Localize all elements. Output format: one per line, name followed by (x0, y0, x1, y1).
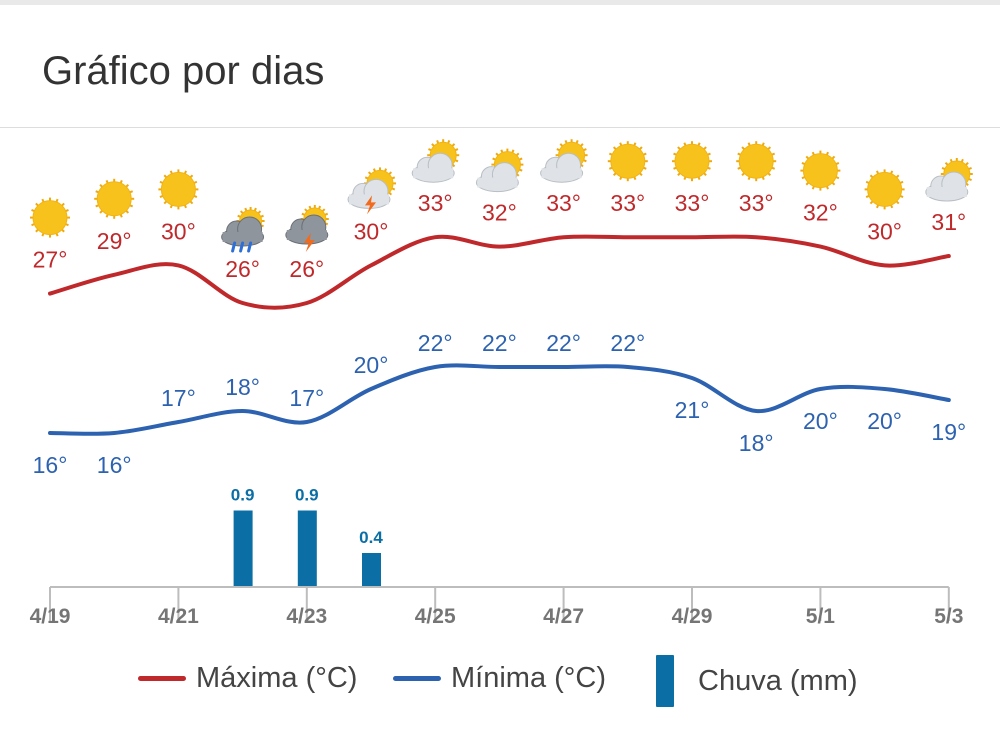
x-tick-label: 4/21 (158, 605, 199, 628)
legend-label-max: Máxima (°C) (196, 662, 358, 694)
min-temp-label: 22° (482, 330, 517, 356)
sun-icon (607, 141, 648, 182)
sun-icon (864, 169, 905, 210)
x-tick-label: 4/29 (672, 605, 713, 628)
sun-icon (30, 197, 70, 238)
legend: Máxima (°C) Mínima (°C) Chuva (mm) (0, 655, 1000, 715)
sun-icon (672, 141, 712, 182)
legend-swatch-min (393, 676, 441, 681)
sun-storm-icon (347, 167, 396, 215)
rain-drop (231, 241, 237, 253)
sun-disc (32, 200, 68, 236)
rain-bar (297, 510, 317, 587)
min-temp-label: 18° (225, 374, 260, 400)
cloud-fill (413, 168, 454, 179)
max-temp-label: 26° (225, 256, 260, 282)
x-tick-label: 5/1 (806, 605, 836, 628)
forecast-chart: 27° 29° 30° 26° 26° 30° 33° 32° 33° 33° 33° 33° 32° 3… (30, 139, 973, 628)
header-divider (0, 127, 1000, 128)
cloud-fill (477, 177, 518, 188)
min-temp-label: 17° (161, 385, 196, 411)
min-temp-label: 16° (97, 452, 132, 478)
max-temp-line (48, 234, 951, 310)
max-temp-label: 29° (97, 228, 132, 254)
lightning-bolt (303, 233, 315, 252)
sun-cloud-icon (475, 148, 524, 193)
sun-disc (160, 171, 196, 207)
sun-cloud-icon (540, 139, 588, 183)
max-temp-label: 33° (546, 190, 581, 216)
max-temp-label: 26° (289, 256, 324, 282)
cloud-fill (926, 187, 967, 197)
top-strip (0, 0, 1000, 5)
sun-cloud-icon (411, 139, 460, 183)
legend-swatch-max (138, 676, 186, 681)
min-temp-label: 22° (610, 330, 645, 356)
sun-disc (610, 143, 646, 179)
max-temp-label: 27° (33, 247, 68, 273)
cloud-fill (541, 168, 582, 179)
header: Gráfico por dias (0, 5, 1000, 127)
sun-disc (674, 143, 710, 179)
max-temp-label: 33° (739, 190, 774, 216)
legend-label-rain: Chuva (mm) (698, 664, 858, 697)
cloud-fill (349, 194, 389, 205)
sun-icon (800, 150, 841, 191)
min-temp-label: 17° (289, 385, 324, 411)
min-temp-label: 20° (354, 352, 389, 378)
min-temp-label: 22° (418, 330, 453, 356)
x-tick-label: 4/19 (30, 605, 71, 628)
rain-drop (239, 241, 245, 253)
rain-bar (233, 510, 253, 587)
max-temp-label: 33° (610, 190, 645, 216)
x-tick-label: 4/27 (543, 605, 584, 628)
lightning-bolt (365, 195, 376, 215)
sun-icon (158, 169, 199, 210)
legend-swatch-rain (656, 655, 674, 707)
max-temp-label: 30° (867, 218, 902, 244)
rain-label: 0.4 (359, 528, 383, 547)
page-title: Gráfico por dias (42, 49, 325, 93)
legend-item-rain: Chuva (mm) (656, 655, 858, 707)
max-temp-label: 33° (675, 190, 710, 216)
rain-drop (247, 241, 253, 253)
max-temp-label: 30° (161, 218, 196, 244)
min-temp-label: 18° (739, 430, 774, 456)
rain-label: 0.9 (295, 486, 319, 505)
max-temp-label: 31° (931, 209, 966, 235)
x-tick-label: 4/25 (415, 605, 456, 628)
min-temp-line (48, 363, 951, 436)
storm-cloud-icon (285, 205, 329, 252)
min-temp-label: 19° (931, 419, 966, 445)
sun-disc (867, 171, 903, 207)
max-temp-label: 33° (418, 190, 453, 216)
min-temp-label: 16° (33, 452, 68, 478)
rain-bar (362, 553, 381, 587)
sun-icon (736, 141, 777, 182)
rain-cloud-icon (221, 207, 265, 253)
min-temp-label: 21° (675, 397, 710, 423)
rain-label: 0.9 (231, 486, 255, 505)
max-temp-label: 30° (354, 218, 389, 244)
cloud-fill (286, 230, 327, 240)
legend-item-max: Máxima (°C) (138, 662, 357, 695)
legend-label-min: Mínima (°C) (451, 662, 606, 694)
min-temp-label: 20° (867, 408, 902, 434)
min-temp-label: 20° (803, 408, 838, 434)
sun-disc (96, 181, 132, 217)
sun-disc (738, 143, 774, 179)
legend-item-min: Mínima (°C) (393, 662, 606, 695)
sun-cloud-icon (925, 158, 973, 202)
sun-disc (802, 153, 838, 189)
min-temp-label: 22° (546, 330, 581, 356)
sun-icon (94, 178, 135, 219)
x-tick-label: 5/3 (934, 605, 963, 628)
cloud-fill (222, 232, 263, 242)
x-tick-label: 4/23 (286, 605, 327, 628)
max-temp-label: 32° (803, 200, 838, 226)
max-temp-label: 32° (482, 200, 517, 226)
